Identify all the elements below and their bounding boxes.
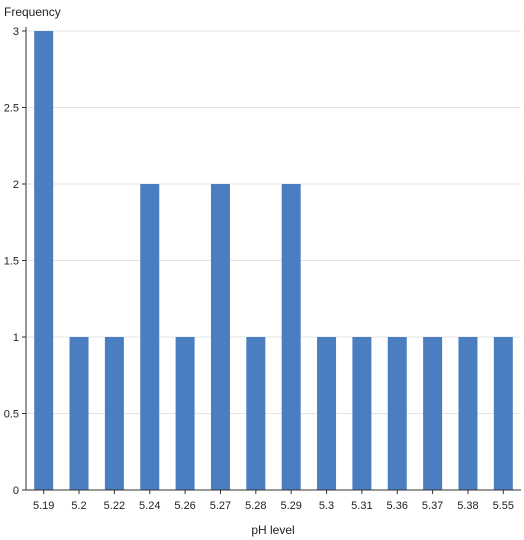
bar-5.22 xyxy=(104,337,124,490)
bar-5.37 xyxy=(423,337,443,490)
y-tick-label: 2 xyxy=(13,179,19,191)
y-axis-title: Frequency xyxy=(4,5,61,19)
x-axis-title: pH level xyxy=(251,523,294,537)
bar-5.55 xyxy=(493,337,513,490)
y-tick-label: 1 xyxy=(13,332,19,344)
x-tick-label: 5.26 xyxy=(174,500,195,512)
bar-5.36 xyxy=(387,337,407,490)
y-tick-label: 1.5 xyxy=(4,256,19,268)
bar-5.26 xyxy=(175,337,195,490)
x-tick-label: 5.28 xyxy=(245,500,266,512)
x-tick-label: 5.38 xyxy=(457,500,478,512)
bar-5.38 xyxy=(458,337,478,490)
y-tick-label: 0 xyxy=(13,485,19,497)
bar-5.2 xyxy=(69,337,89,490)
bar-5.24 xyxy=(140,184,160,490)
bar-5.27 xyxy=(210,184,230,490)
bar-5.29 xyxy=(281,184,301,490)
y-tick-label: 3 xyxy=(13,26,19,38)
bar-5.19 xyxy=(34,31,54,490)
y-tick-label: 0.5 xyxy=(4,409,19,421)
x-tick-label: 5.3 xyxy=(319,500,334,512)
x-tick-label: 5.31 xyxy=(351,500,372,512)
x-tick-label: 5.22 xyxy=(104,500,125,512)
x-tick-label: 5.36 xyxy=(387,500,408,512)
x-tick-label: 5.19 xyxy=(33,500,54,512)
x-tick-label: 5.29 xyxy=(280,500,301,512)
x-tick-label: 5.24 xyxy=(139,500,160,512)
x-tick-label: 5.55 xyxy=(493,500,514,512)
bar-5.28 xyxy=(246,337,266,490)
bar-5.31 xyxy=(352,337,372,490)
y-tick-label: 2.5 xyxy=(4,103,19,115)
x-tick-label: 5.2 xyxy=(71,500,86,512)
bar-series xyxy=(34,31,513,490)
bar-5.3 xyxy=(317,337,337,490)
x-tick-label: 5.27 xyxy=(210,500,231,512)
y-axis: 0 0.5 1 1.5 2 2.5 3 xyxy=(4,26,27,497)
gridlines xyxy=(26,30,521,491)
x-tick-label: 5.37 xyxy=(422,500,443,512)
x-axis: 5.19 5.2 5.22 5.24 5.26 5.27 5.28 5.29 5.3 5.31 5.… xyxy=(26,489,521,512)
